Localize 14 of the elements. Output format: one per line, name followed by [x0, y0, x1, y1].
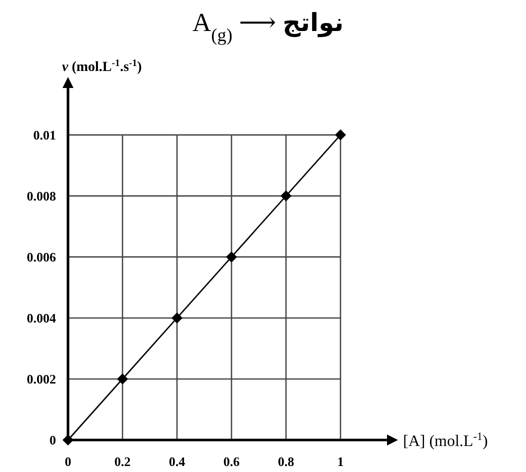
x-tick-label: 0.2: [114, 454, 131, 469]
y-axis-title: v (mol.L$^{-1}$.s$^{-1}$): [62, 58, 142, 75]
x-tick-label: 0.4: [168, 454, 186, 469]
y-tick-label: 0: [50, 432, 56, 448]
y-tick-label: 0.004: [26, 310, 56, 326]
x-tick-label: 0.6: [223, 454, 240, 469]
x-tick-label: 0.8: [278, 454, 294, 469]
x-tick-label: 0: [64, 454, 72, 469]
y-tick-label: 0.002: [26, 371, 56, 386]
x-tick-label: 1: [337, 454, 344, 469]
y-tick-label: 0.01: [33, 127, 56, 142]
x-axis-title: [A] (mol.L$^{-1}$): [403, 431, 488, 450]
y-tick-label: 0.008: [26, 188, 56, 204]
y-tick-label: 0.006: [26, 249, 56, 264]
